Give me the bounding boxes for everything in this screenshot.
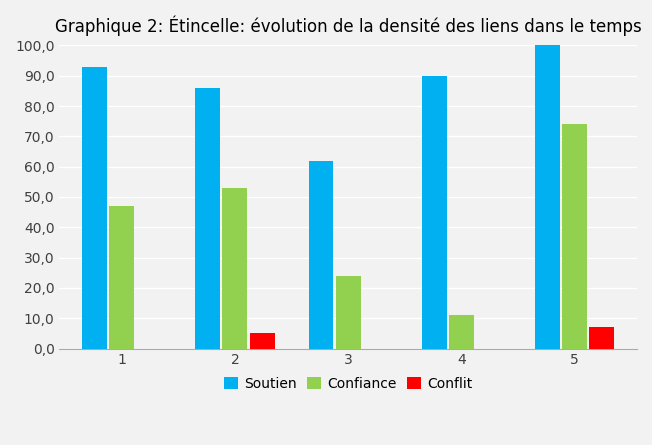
Bar [562,124,587,348]
Bar [535,45,560,348]
Bar [196,88,220,348]
Bar [589,328,614,348]
Bar [222,188,247,348]
Legend: Soutien, Confiance, Conflit: Soutien, Confiance, Conflit [218,371,478,396]
Bar [449,315,474,348]
Bar [250,333,274,348]
Title: Graphique 2: Étincelle: évolution de la densité des liens dans le temps: Graphique 2: Étincelle: évolution de la … [55,15,642,36]
Bar [308,161,333,348]
Bar [336,276,361,348]
Bar [82,67,107,348]
Bar [109,206,134,348]
Bar [422,76,447,348]
